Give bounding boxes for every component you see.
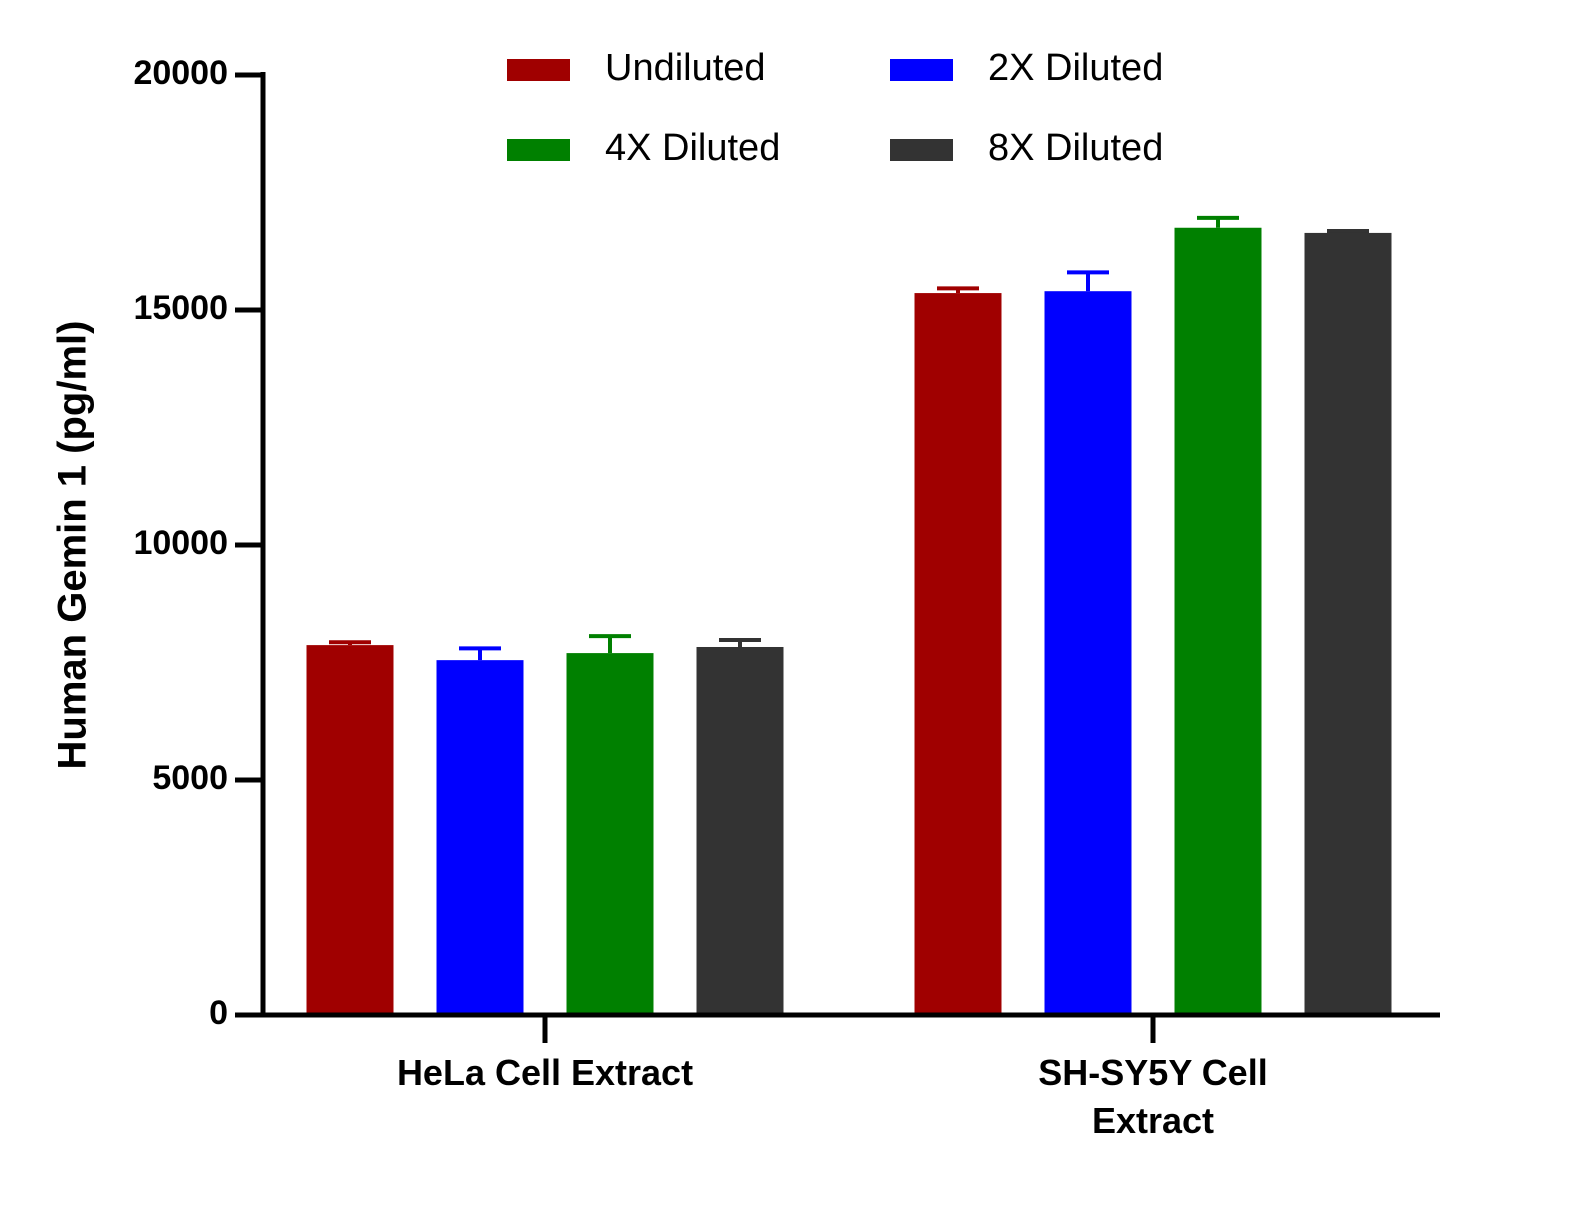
y-tick-label: 20000 [133,54,228,92]
y-tick-label: 0 [209,994,228,1032]
bar [1304,232,1392,1016]
legend-label: Undiluted [605,47,766,89]
legend-swatch [507,59,570,81]
y-tick-label: 5000 [152,759,228,797]
x-tick-label: HeLa Cell Extract [396,1052,694,1093]
bar [914,293,1002,1016]
bar [566,653,654,1015]
bar [696,646,784,1015]
legend-swatch [890,139,953,161]
y-tick-label: 10000 [133,524,228,562]
x-tick-label: SH-SY5Y Cell Extract [1038,1052,1268,1141]
legend-label: 2X Diluted [988,47,1163,89]
y-tick-label: 15000 [133,289,228,327]
legend-label: 4X Diluted [605,127,780,169]
y-axis-label: Human Gemin 1 (pg/ml) [51,321,95,770]
bar [1044,291,1132,1015]
legend-swatch [507,139,570,161]
legend-swatch [890,59,953,81]
legend-label: 8X Diluted [988,127,1163,169]
bar [306,645,394,1015]
bar [436,660,524,1015]
bar [1174,227,1262,1015]
